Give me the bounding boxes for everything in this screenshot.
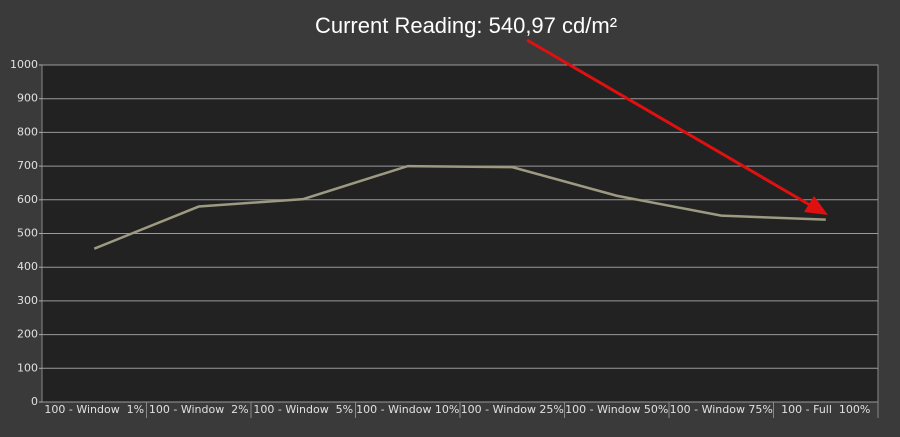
x-tick-label: 100 - Window 50% <box>565 403 668 416</box>
y-tick-label: 300 <box>17 294 38 307</box>
x-tick-label: 100 - Window 10% <box>356 403 459 416</box>
x-tick-label: 100 - Full 100% <box>781 403 870 416</box>
arrow-shaft <box>526 38 816 210</box>
x-tick-label: 100 - Window 1% <box>44 403 144 416</box>
annotation-arrow <box>526 38 828 215</box>
x-tick-label: 100 - Window 2% <box>149 403 249 416</box>
arrow-head <box>804 196 828 215</box>
y-tick-label: 700 <box>17 159 38 172</box>
data-line <box>93 164 826 250</box>
y-tick-label: 1000 <box>10 58 38 71</box>
y-tick-label: 400 <box>17 260 38 273</box>
x-tick-label: 100 - Window 25% <box>461 403 564 416</box>
x-tick-label: 100 - Window 75% <box>670 403 773 416</box>
y-tick-label: 800 <box>17 125 38 138</box>
chart-title: Current Reading: 540,97 cd/m² <box>315 13 617 38</box>
y-tick-label: 100 <box>17 361 38 374</box>
y-tick-label: 0 <box>31 395 38 408</box>
y-tick-label: 500 <box>17 227 38 240</box>
x-tick-label: 100 - Window 5% <box>253 403 353 416</box>
y-tick-label: 900 <box>17 92 38 105</box>
y-tick-label: 200 <box>17 328 38 341</box>
y-tick-label: 600 <box>17 193 38 206</box>
